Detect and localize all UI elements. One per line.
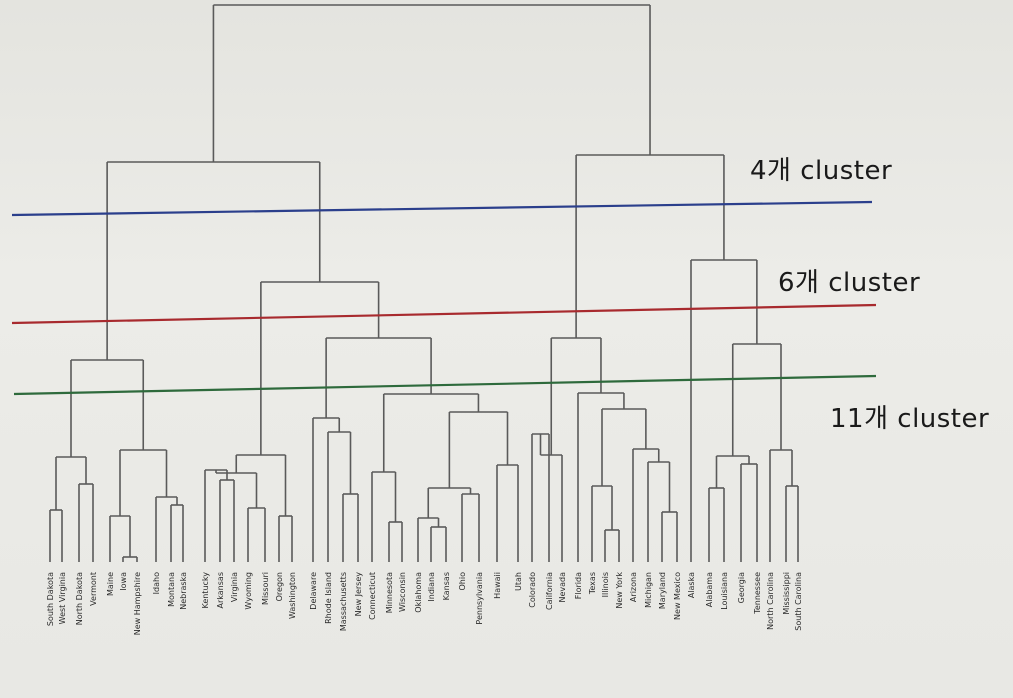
leaf-label: Pennsylvania [475,572,484,625]
leaf-label: South Carolina [794,572,803,631]
cut-label-6-clusters: 6개 cluster [778,268,921,298]
leaf-label: Illinois [601,572,610,597]
leaf-label: New York [615,572,624,609]
leaf-label: North Carolina [766,572,775,630]
leaf-labels: South Dakota West Virginia North Dakota Ver… [46,572,803,636]
leaf-label: Washington [288,572,297,619]
leaf-label: Oregon [275,572,284,601]
leaf-label: Iowa [119,572,128,591]
leaf-label: Wisconsin [398,572,407,612]
leaf-label: Michigan [644,572,653,608]
leaf-label: Utah [514,572,523,591]
leaf-label: Arizona [629,572,638,602]
leaf-label: Wyoming [244,572,253,610]
cut-lines [11,200,877,396]
leaf-label: Indiana [427,572,436,602]
leaf-label: Alaska [687,572,696,598]
leaf-label: Alabama [705,572,714,607]
leaf-label: North Dakota [75,572,84,625]
leaf-label: Arkansas [216,572,225,608]
leaf-label: Virginia [230,572,239,602]
leaf-label: Nebraska [179,572,188,610]
leaf-label: New Jersey [354,572,363,617]
leaf-label: Texas [588,572,597,595]
leaf-label: West Virginia [58,572,67,624]
leaf-label: Louisiana [720,572,729,610]
leaf-label: South Dakota [46,572,55,626]
leaf-label: Delaware [309,572,318,610]
leaf-label: New Mexico [673,572,682,620]
leaf-label: Rhode Island [324,572,333,624]
leaf-label: Kansas [442,572,451,600]
cut-label-11-clusters: 11개 cluster [830,404,990,434]
leaf-label: Florida [574,572,583,599]
leaf-label: Colorado [528,572,537,608]
leaf-label: Connecticut [368,572,377,620]
leaf-label: Massachusetts [339,572,348,631]
leaf-label: Vermont [89,572,98,606]
leaf-label: Ohio [458,572,467,591]
leaf-label: Tennessee [753,572,762,615]
leaf-label: Maine [106,572,115,596]
leaf-label: Missouri [261,572,270,605]
leaf-label: Oklahoma [414,572,423,613]
leaf-label: Kentucky [201,572,210,609]
leaf-label: Georgia [737,572,746,603]
leaf-label: Idaho [152,572,161,594]
dendrogram-links [49,4,799,562]
leaf-label: Hawaii [493,572,502,599]
leaf-label: Mississippi [782,572,791,615]
leaf-label: Maryland [658,572,667,609]
cut-line [13,374,877,396]
leaf-label: Nevada [558,572,567,603]
leaf-label: Minnesota [385,572,394,613]
leaf-label: Montana [167,572,176,607]
leaf-label: California [545,572,554,610]
cut-line [11,303,877,325]
cut-line [11,200,873,217]
cut-label-4-clusters: 4개 cluster [750,156,893,186]
leaf-label: New Hampshire [133,572,142,635]
